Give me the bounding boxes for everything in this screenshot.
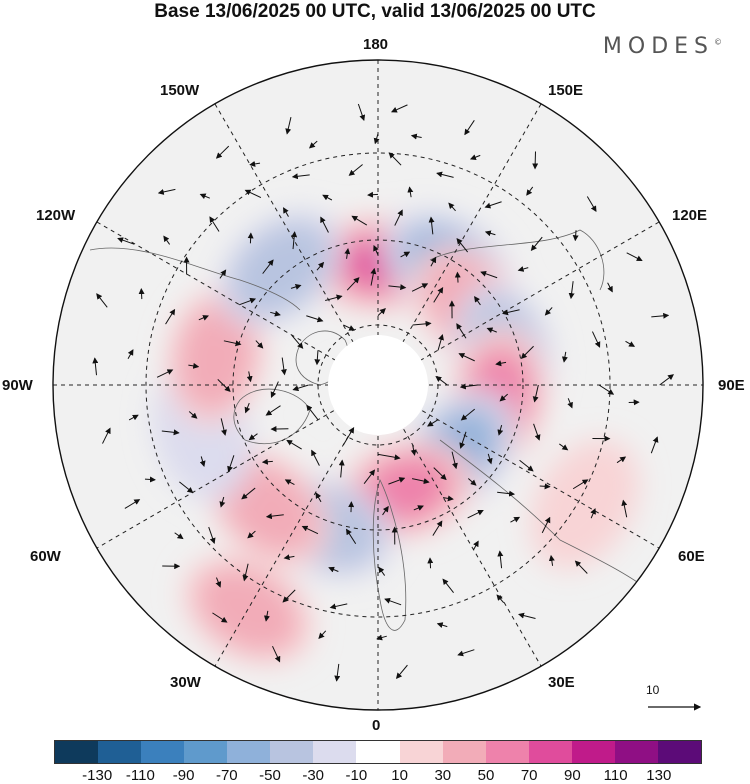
wind-arrow (141, 289, 142, 299)
lon-label-30w: 30W (170, 674, 201, 691)
colorbar-swatch (443, 741, 486, 763)
wind-arrow (145, 479, 155, 480)
wind-arrow (430, 558, 431, 568)
colorbar-tick-label: 50 (478, 767, 495, 784)
lon-label-60w: 60W (30, 548, 61, 565)
lon-label-30e: 30E (548, 674, 575, 691)
colorbar-tick-label: 30 (434, 767, 451, 784)
lon-label-120e: 120E (672, 207, 707, 224)
colorbar-tick-label: 90 (564, 767, 581, 784)
colorbar-swatch (356, 741, 399, 763)
colorbar-swatch (615, 741, 658, 763)
polar-stereographic-map (0, 0, 750, 730)
colorbar-swatch (55, 741, 98, 763)
colorbar-swatch (529, 741, 572, 763)
colorbar-swatch (98, 741, 141, 763)
pole-blank-area (328, 335, 428, 435)
reference-vector-label: 10 (646, 683, 659, 697)
colorbar-swatch (313, 741, 356, 763)
lon-label-60e: 60E (678, 548, 705, 565)
colorbar-swatch (486, 741, 529, 763)
colorbar-tick-label: -50 (259, 767, 281, 784)
lon-label-150w: 150W (160, 82, 199, 99)
colorbar-tick-label: 70 (521, 767, 538, 784)
lon-label-180: 180 (363, 36, 388, 53)
lon-label-90e: 90E (718, 377, 745, 394)
colorbar-swatch (400, 741, 443, 763)
wind-arrow (457, 273, 458, 283)
wind-arrow (540, 486, 550, 487)
colorbar-swatch (227, 741, 270, 763)
colorbar (54, 740, 702, 764)
lon-label-90w: 90W (2, 377, 33, 394)
wind-arrow (368, 194, 378, 195)
colorbar-tick-label: -30 (302, 767, 324, 784)
colorbar-tick-label: -130 (82, 767, 112, 784)
colorbar-swatch (572, 741, 615, 763)
lon-label-150e: 150E (548, 82, 583, 99)
colorbar-tick-label: 130 (646, 767, 671, 784)
colorbar-swatch (141, 741, 184, 763)
colorbar-swatch (270, 741, 313, 763)
lon-label-0: 0 (372, 717, 380, 734)
colorbar-tick-label: 10 (391, 767, 408, 784)
colorbar-tick-label: -110 (126, 767, 155, 784)
lon-label-120w: 120W (36, 207, 75, 224)
colorbar-tick-label: -10 (346, 767, 368, 784)
colorbar-tick-label: -90 (173, 767, 195, 784)
colorbar-tick-label: -70 (216, 767, 238, 784)
colorbar-tick-label: 110 (604, 767, 628, 784)
colorbar-swatch (658, 741, 701, 763)
colorbar-swatch (184, 741, 227, 763)
